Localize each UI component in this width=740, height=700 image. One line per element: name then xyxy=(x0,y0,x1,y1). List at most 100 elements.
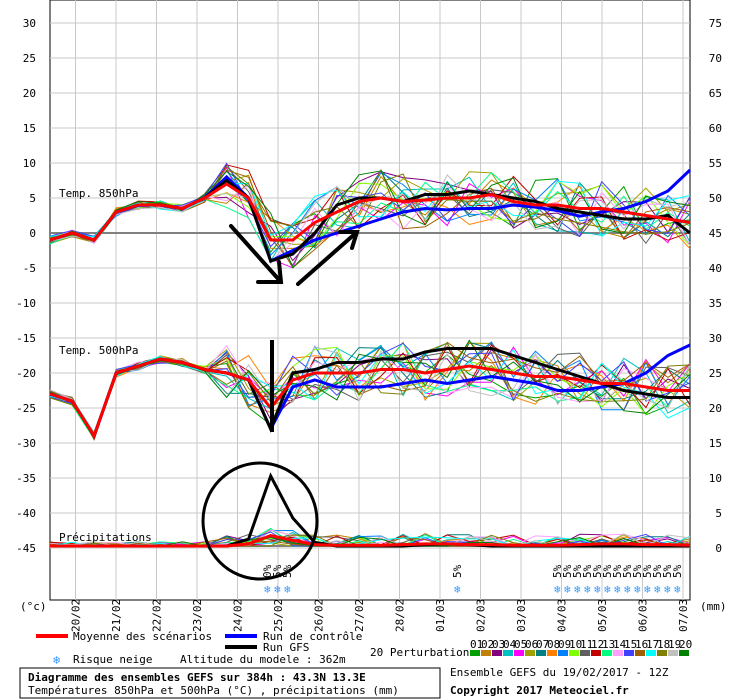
snow-risk-label: 5% xyxy=(271,564,284,578)
snowflake-icon: ❄ xyxy=(664,583,671,596)
perturbation-swatch xyxy=(492,650,502,656)
snow-risk-label: 5% xyxy=(611,564,624,578)
perturbation-swatch xyxy=(503,650,513,656)
snowflake-icon: ❄ xyxy=(674,583,681,596)
snow-risk-label: 5% xyxy=(281,564,294,578)
chart-subtitle: Températures 850hPa et 500hPa (°C) , pré… xyxy=(28,684,399,697)
snow-risk-label: 5% xyxy=(551,564,564,578)
perturbation-swatch xyxy=(635,650,645,656)
perturbation-swatch xyxy=(569,650,579,656)
snow-risk-label: 5% xyxy=(621,564,634,578)
left-tick-label: -15 xyxy=(16,332,36,345)
snow-risk-label: 5% xyxy=(631,564,644,578)
mean-line xyxy=(49,357,690,440)
right-tick-label: 25 xyxy=(709,367,722,380)
right-tick-label: 60 xyxy=(709,122,722,135)
perturbation-number: 05 xyxy=(514,638,527,651)
x-tick-label: 26/02 xyxy=(313,599,326,632)
x-tick-label: 06/03 xyxy=(637,599,650,632)
perturbation-number: 03 xyxy=(492,638,505,651)
left-tick-label: -45 xyxy=(16,542,36,555)
right-tick-label: 35 xyxy=(709,297,722,310)
perturbation-swatch xyxy=(613,650,623,656)
snow-risk-label: 5% xyxy=(661,564,674,578)
arrow-down-annotation xyxy=(229,224,284,284)
right-axis-unit: (mm) xyxy=(700,600,727,613)
x-tick-label: 02/03 xyxy=(475,599,488,632)
snowflake-icon: ❄ xyxy=(554,583,561,596)
perturbation-number: 19 xyxy=(668,638,681,651)
snowflake-icon: ❄ xyxy=(264,583,271,596)
grid xyxy=(50,0,690,600)
x-tick-label: 22/02 xyxy=(151,599,164,632)
right-tick-label: 0 xyxy=(715,542,722,555)
x-tick-label: 03/03 xyxy=(515,599,528,632)
perturbation-number: 12 xyxy=(591,638,604,651)
perturbation-19-line xyxy=(49,174,691,265)
perturbation-number: 18 xyxy=(657,638,670,651)
perturbation-number: 07 xyxy=(536,638,549,651)
perturbation-swatch xyxy=(657,650,667,656)
left-tick-label: 5 xyxy=(29,192,36,205)
perturbation-swatch xyxy=(679,650,689,656)
snow-risk-label: 5% xyxy=(571,564,584,578)
x-tick-label: 20/02 xyxy=(70,599,83,632)
panel-label-precip: Précipitations xyxy=(59,531,152,544)
left-tick-label: -40 xyxy=(16,507,36,520)
perturbation-swatch xyxy=(624,650,634,656)
perturbation-swatch xyxy=(558,650,568,656)
snowflake-icon: ❄ xyxy=(634,583,641,596)
right-tick-label: 75 xyxy=(709,17,722,30)
perturbation-swatch xyxy=(591,650,601,656)
perturbation-20-line xyxy=(49,339,691,436)
x-tick-label: 23/02 xyxy=(191,599,204,632)
snow-risk-label: 5% xyxy=(601,564,614,578)
x-tick-label: 05/03 xyxy=(596,599,609,632)
perturbation-16-line xyxy=(49,168,691,269)
perturbation-number: 20 xyxy=(679,638,692,651)
snowflake-icon: ❄ xyxy=(644,583,651,596)
snow-risk-label: 5% xyxy=(451,564,464,578)
snowflake-icon: ❄ xyxy=(654,583,661,596)
snow-risk-label: 5% xyxy=(641,564,654,578)
snowflake-icon: ❄ xyxy=(454,583,461,596)
mean-line xyxy=(50,533,691,548)
altitude-label: Altitude du modele : 362m xyxy=(180,653,346,666)
perturbation-swatch xyxy=(547,650,557,656)
right-tick-label: 65 xyxy=(709,87,722,100)
legend-mean-label: Moyenne des scénarios xyxy=(73,630,212,643)
left-tick-label: 20 xyxy=(23,87,36,100)
snow-risk-label: 5% xyxy=(591,564,604,578)
title-box xyxy=(19,667,441,699)
ensemble-run-label: Ensemble GEFS du 19/02/2017 - 12Z xyxy=(450,666,669,679)
perturbation-swatch xyxy=(525,650,535,656)
perturbation-number: 08 xyxy=(547,638,560,651)
x-tick-label: 24/02 xyxy=(232,599,245,632)
perturbation-number: 11 xyxy=(580,638,593,651)
snowflake-icon: ❄ xyxy=(614,583,621,596)
perturbation-number: 09 xyxy=(558,638,571,651)
perturbation-number: 02 xyxy=(481,638,494,651)
left-tick-label: -35 xyxy=(16,472,36,485)
right-tick-label: 45 xyxy=(709,227,722,240)
right-tick-label: 30 xyxy=(709,332,722,345)
snow-risk-label: 5% xyxy=(561,564,574,578)
x-tick-label: 01/03 xyxy=(434,599,447,632)
right-tick-label: 20 xyxy=(709,402,722,415)
left-tick-label: 15 xyxy=(23,122,36,135)
perturbation-swatch xyxy=(481,650,491,656)
perturbation-number: 13 xyxy=(602,638,615,651)
left-tick-label: -10 xyxy=(16,297,36,310)
snowflake-icon: ❄ xyxy=(574,583,581,596)
perturbation-number: 01 xyxy=(470,638,483,651)
plot-frame xyxy=(49,0,691,601)
perturbation-number: 14 xyxy=(613,638,627,651)
snow-risk-label: 5% xyxy=(671,564,684,578)
perturbation-15-line xyxy=(49,342,691,435)
x-tick-label: 21/02 xyxy=(110,599,123,632)
left-tick-label: -5 xyxy=(23,262,36,275)
snowflake-icon: ❄ xyxy=(53,653,60,667)
arrow-up-annotation xyxy=(296,230,360,286)
